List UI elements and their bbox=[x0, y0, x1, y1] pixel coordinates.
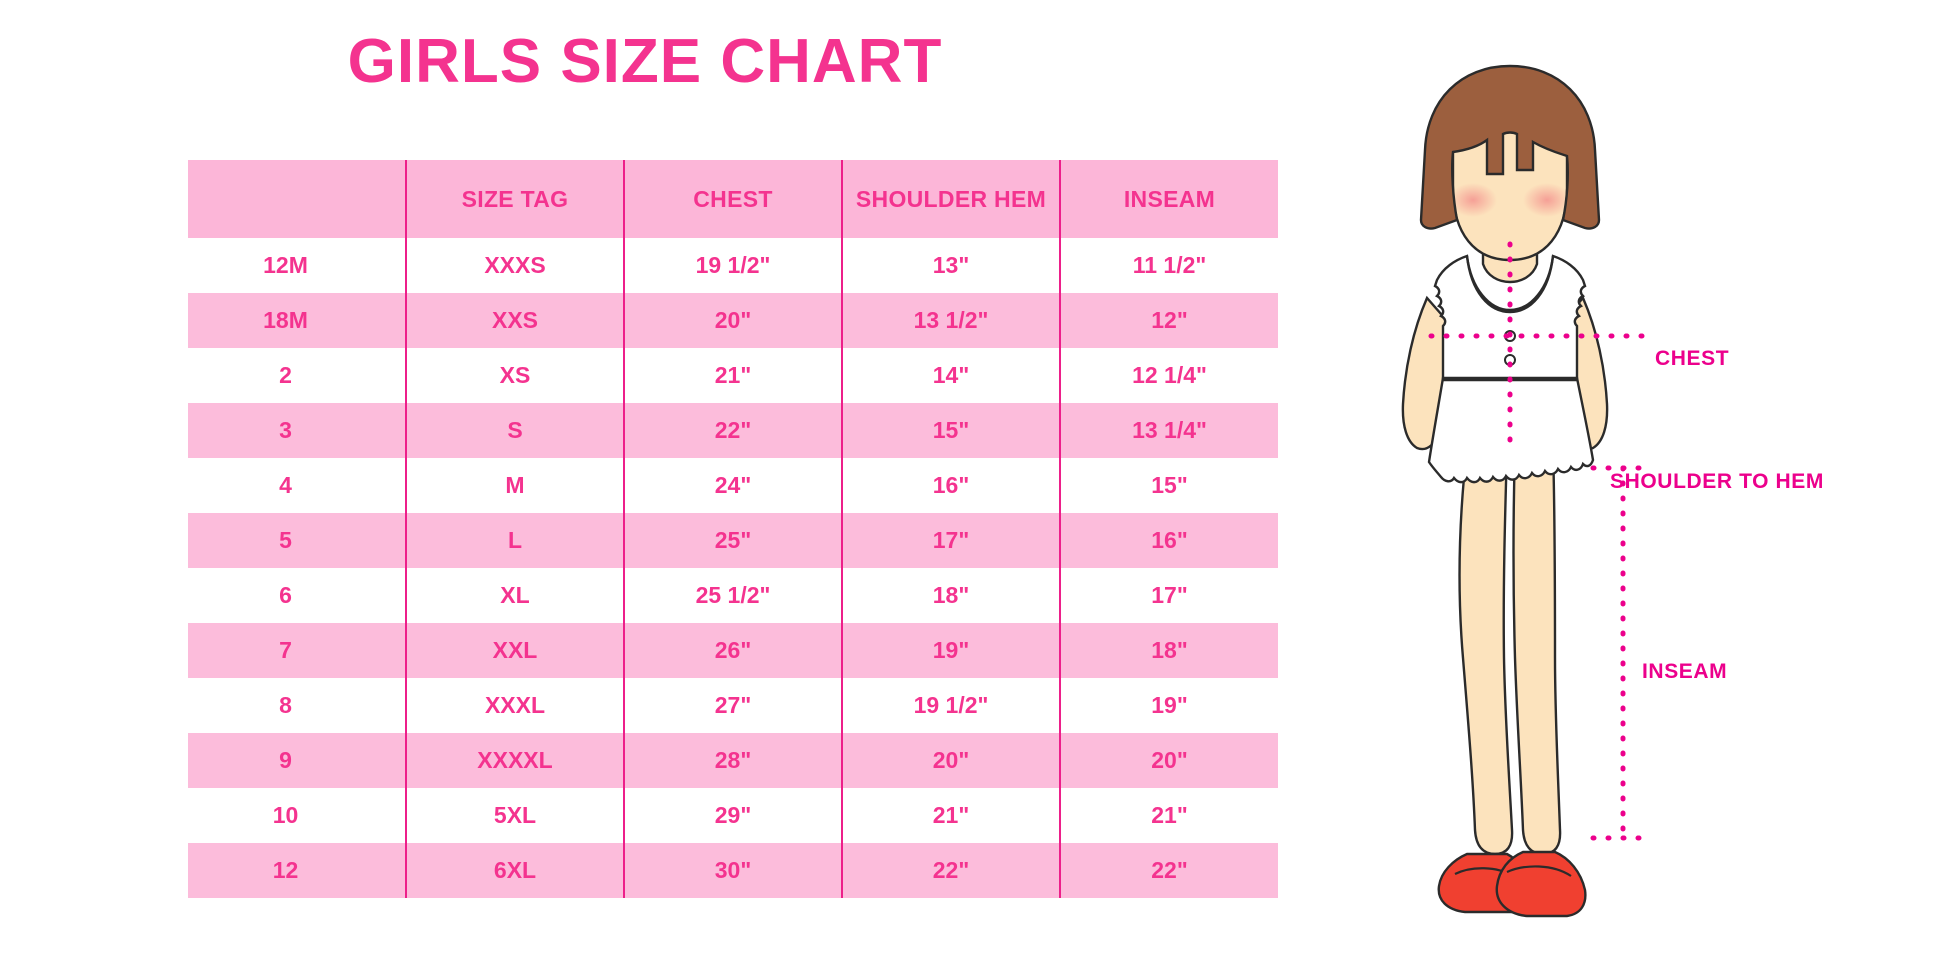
hair bbox=[1419, 64, 1601, 230]
cell-shoulder-hem: 14" bbox=[841, 348, 1060, 403]
cheeks bbox=[1449, 183, 1571, 217]
table-row: 3 S 22" 15" 13 1/4" bbox=[188, 403, 1278, 458]
cell-chest: 22" bbox=[623, 403, 842, 458]
cell-size-tag: L bbox=[405, 513, 624, 568]
cell-shoulder-hem: 21" bbox=[841, 788, 1060, 843]
cell-inseam: 22" bbox=[1059, 843, 1278, 898]
cell-size-tag: XXXS bbox=[405, 238, 624, 293]
cell-size: 12 bbox=[188, 843, 406, 898]
cell-size: 12M bbox=[188, 238, 406, 293]
table-body: 12M XXXS 19 1/2" 13" 11 1/2" 18M XXS 20" 13 1/2"… bbox=[188, 238, 1278, 898]
cell-size-tag: XXXXL bbox=[405, 733, 624, 788]
cell-inseam: 18" bbox=[1059, 623, 1278, 678]
column-header-inseam: INSEAM bbox=[1059, 160, 1278, 238]
cell-shoulder-hem: 19 1/2" bbox=[841, 678, 1060, 733]
table-row: 2 XS 21" 14" 12 1/4" bbox=[188, 348, 1278, 403]
table-row: 10 5XL 29" 21" 21" bbox=[188, 788, 1278, 843]
cell-size-tag: 5XL bbox=[405, 788, 624, 843]
measurement-label-inseam: INSEAM bbox=[1642, 660, 1728, 683]
cell-chest: 19 1/2" bbox=[623, 238, 842, 293]
table-row: 5 L 25" 17" 16" bbox=[188, 513, 1278, 568]
cell-inseam: 13 1/4" bbox=[1059, 403, 1278, 458]
cell-shoulder-hem: 15" bbox=[841, 403, 1060, 458]
table-row: 18M XXS 20" 13 1/2" 12" bbox=[188, 293, 1278, 348]
inseam-dotted-line bbox=[1590, 465, 1644, 841]
table-row: 8 XXXL 27" 19 1/2" 19" bbox=[188, 678, 1278, 733]
cell-shoulder-hem: 22" bbox=[841, 843, 1060, 898]
legs bbox=[1458, 446, 1562, 856]
cell-inseam: 17" bbox=[1059, 568, 1278, 623]
chest-dotted-line bbox=[1428, 241, 1650, 451]
cell-inseam: 16" bbox=[1059, 513, 1278, 568]
cell-inseam: 11 1/2" bbox=[1059, 238, 1278, 293]
cell-chest: 30" bbox=[623, 843, 842, 898]
cell-size: 5 bbox=[188, 513, 406, 568]
cell-shoulder-hem: 17" bbox=[841, 513, 1060, 568]
cell-chest: 21" bbox=[623, 348, 842, 403]
table-row: 6 XL 25 1/2" 18" 17" bbox=[188, 568, 1278, 623]
cell-size-tag: S bbox=[405, 403, 624, 458]
cell-chest: 24" bbox=[623, 458, 842, 513]
cell-shoulder-hem: 18" bbox=[841, 568, 1060, 623]
cell-size-tag: M bbox=[405, 458, 624, 513]
cell-size-tag: 6XL bbox=[405, 843, 624, 898]
cell-inseam: 12" bbox=[1059, 293, 1278, 348]
cell-size: 8 bbox=[188, 678, 406, 733]
size-chart-table: SIZE TAG CHEST SHOULDER HEM INSEAM 12M XX… bbox=[188, 160, 1278, 898]
cell-chest: 25" bbox=[623, 513, 842, 568]
table-header-row: SIZE TAG CHEST SHOULDER HEM INSEAM bbox=[188, 160, 1278, 238]
cell-size: 3 bbox=[188, 403, 406, 458]
cell-size: 18M bbox=[188, 293, 406, 348]
cell-inseam: 15" bbox=[1059, 458, 1278, 513]
cell-chest: 27" bbox=[623, 678, 842, 733]
cell-chest: 26" bbox=[623, 623, 842, 678]
cell-size-tag: XS bbox=[405, 348, 624, 403]
cell-shoulder-hem: 19" bbox=[841, 623, 1060, 678]
cell-size: 6 bbox=[188, 568, 406, 623]
table-row: 9 XXXXL 28" 20" 20" bbox=[188, 733, 1278, 788]
cell-inseam: 12 1/4" bbox=[1059, 348, 1278, 403]
cell-size: 10 bbox=[188, 788, 406, 843]
cell-shoulder-hem: 13 1/2" bbox=[841, 293, 1060, 348]
table-row: 12M XXXS 19 1/2" 13" 11 1/2" bbox=[188, 238, 1278, 293]
table-row: 7 XXL 26" 19" 18" bbox=[188, 623, 1278, 678]
cell-shoulder-hem: 16" bbox=[841, 458, 1060, 513]
cell-size: 2 bbox=[188, 348, 406, 403]
cell-inseam: 19" bbox=[1059, 678, 1278, 733]
cell-size: 9 bbox=[188, 733, 406, 788]
cell-chest: 25 1/2" bbox=[623, 568, 842, 623]
cell-shoulder-hem: 13" bbox=[841, 238, 1060, 293]
cell-size: 4 bbox=[188, 458, 406, 513]
column-header-size bbox=[188, 160, 406, 238]
cell-size-tag: XXL bbox=[405, 623, 624, 678]
skirt bbox=[1427, 376, 1595, 484]
table-row: 12 6XL 30" 22" 22" bbox=[188, 843, 1278, 898]
cell-size-tag: XXS bbox=[405, 293, 624, 348]
measurement-label-shoulder-to-hem: SHOULDER TO HEM bbox=[1610, 470, 1824, 493]
cell-chest: 20" bbox=[623, 293, 842, 348]
column-header-size-tag: SIZE TAG bbox=[405, 160, 624, 238]
table-header: SIZE TAG CHEST SHOULDER HEM INSEAM bbox=[188, 160, 1278, 238]
column-header-chest: CHEST bbox=[623, 160, 842, 238]
column-header-shoulder-hem: SHOULDER HEM bbox=[841, 160, 1060, 238]
shoes bbox=[1437, 850, 1587, 918]
page-title: GIRLS SIZE CHART bbox=[347, 27, 943, 96]
cell-size-tag: XXXL bbox=[405, 678, 624, 733]
cell-chest: 29" bbox=[623, 788, 842, 843]
cell-size-tag: XL bbox=[405, 568, 624, 623]
cell-size: 7 bbox=[188, 623, 406, 678]
cell-chest: 28" bbox=[623, 733, 842, 788]
cell-inseam: 20" bbox=[1059, 733, 1278, 788]
girl-illustration bbox=[1355, 48, 1655, 938]
cell-inseam: 21" bbox=[1059, 788, 1278, 843]
cell-shoulder-hem: 20" bbox=[841, 733, 1060, 788]
measurement-label-chest: CHEST bbox=[1655, 347, 1730, 370]
table-row: 4 M 24" 16" 15" bbox=[188, 458, 1278, 513]
